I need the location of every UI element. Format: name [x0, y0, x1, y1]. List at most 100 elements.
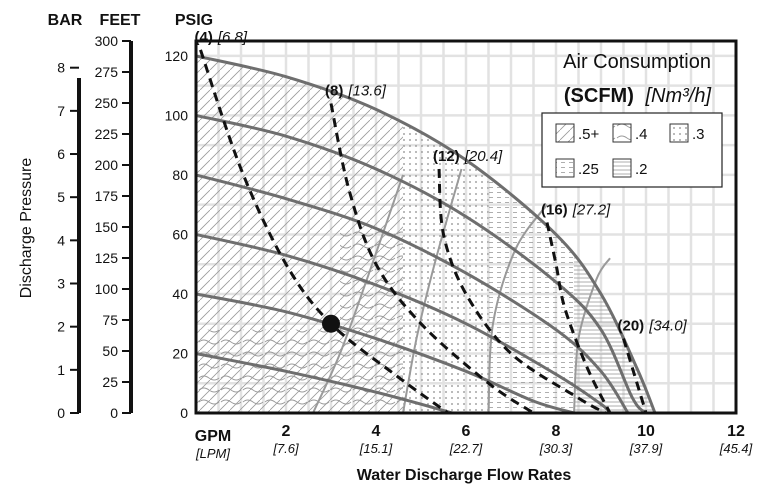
- feet-axis: 0 25 50 75 100 125 150 175 200 225 250 275 300: [95, 33, 133, 421]
- x-axis-label: Water Discharge Flow Rates: [357, 467, 572, 484]
- legend-label-0: .5+: [578, 126, 600, 143]
- feet-tick-label: 50: [102, 343, 118, 359]
- legend-label-4: .2: [635, 161, 648, 178]
- operating-point: [322, 314, 340, 333]
- x-tick-label: 4: [372, 423, 381, 440]
- legend-swatch-dash: [555, 158, 575, 178]
- psig-tick-label: 20: [172, 345, 188, 361]
- psig-tick-label: 120: [165, 48, 189, 64]
- feet-tick-label: 175: [95, 188, 119, 204]
- x-tick-label: 2: [282, 423, 291, 440]
- bar-tick-label: 2: [57, 319, 65, 335]
- x-tick-label-alt: [45.4]: [719, 441, 753, 456]
- air-curve-alt: [20.4]: [464, 148, 503, 165]
- feet-tick-label: 75: [102, 312, 118, 328]
- x-tick-label: 6: [462, 423, 471, 440]
- x-tick-label: 12: [727, 423, 745, 440]
- air-curve-alt: [6.8]: [217, 29, 248, 46]
- chart-subtitle: (SCFM) [Nm³/h]: [564, 85, 712, 107]
- feet-tick-label: 300: [95, 33, 119, 49]
- air-curve-label: (8) [13.6]: [325, 82, 387, 99]
- feet-tick-label: 225: [95, 126, 119, 142]
- legend-label-3: .25: [578, 161, 599, 178]
- psig-tick-label: 100: [165, 107, 189, 123]
- air-curve-alt: [27.2]: [572, 202, 611, 219]
- feet-tick-label: 0: [110, 405, 118, 421]
- x-tick-label-alt: [37.9]: [629, 441, 663, 456]
- chart-title: Air Consumption: [563, 51, 711, 73]
- air-curve-value: (16): [541, 202, 568, 219]
- legend-swatch-dots: [669, 123, 689, 143]
- feet-tick-label: 200: [95, 157, 119, 173]
- legend-swatch-wavy: [612, 123, 632, 143]
- air-consumption-curve: [329, 103, 535, 415]
- performance-curve: [195, 173, 630, 414]
- bar-axis: 0 1 2 3 4 5 6 7 8: [57, 60, 81, 421]
- region-wavy: [196, 329, 340, 413]
- x-tick-label-alt: [15.1]: [359, 441, 393, 456]
- plot-area: (4) [6.8] (8) [13.6] (12) [20.4] (16) [27.2] (20…: [165, 29, 738, 421]
- air-consumption-curve: [199, 49, 449, 415]
- x-tick-labels: 2[7.6] 4[15.1] 6[22.7] 8[30.3] 10[37.9] 12[45…: [272, 423, 752, 456]
- psig-tick-label: 40: [172, 286, 188, 302]
- y-axis-label: Discharge Pressure: [18, 158, 35, 299]
- air-curve-label: (4) [6.8]: [195, 29, 248, 46]
- bar-tick-label: 7: [57, 103, 65, 119]
- air-consumption-curve: [622, 338, 648, 414]
- legend: .5+ .4 .3 .25 .2: [541, 112, 723, 188]
- psig-tick-label: 0: [180, 405, 188, 421]
- feet-tick-label: 250: [95, 95, 119, 111]
- bar-tick-label: 0: [57, 405, 65, 421]
- bar-axis-header: BAR: [48, 12, 83, 29]
- performance-curve: [195, 232, 612, 415]
- x-tick-label: 8: [552, 423, 561, 440]
- feet-tick-label: 100: [95, 281, 119, 297]
- air-curve-label: (16) [27.2]: [541, 202, 611, 219]
- x-unit-label: GPM: [195, 428, 231, 445]
- subtitle-bold: (SCFM): [564, 85, 634, 107]
- subtitle-italic: [Nm³/h]: [644, 85, 711, 107]
- air-curve-value: (8): [325, 82, 343, 99]
- region-dash: [488, 55, 574, 413]
- psig-tick-label: 60: [172, 226, 188, 242]
- psig-axis-header: PSIG: [175, 12, 213, 29]
- air-consumption-curve: [437, 168, 607, 415]
- feet-axis-header: FEET: [100, 12, 141, 29]
- x-tick-label-alt: [22.7]: [449, 441, 483, 456]
- legend-label-1: .4: [635, 126, 648, 143]
- bar-tick-label: 6: [57, 146, 65, 162]
- air-consumption-curve: [545, 222, 612, 414]
- bar-tick-label: 1: [57, 362, 65, 378]
- air-curve-label: (12) [20.4]: [433, 148, 503, 165]
- region-wavy-mid: [340, 228, 403, 413]
- feet-tick-label: 25: [102, 374, 118, 390]
- psig-tick-label: 80: [172, 167, 188, 183]
- region-boundary-line: [312, 174, 404, 414]
- performance-curve: [195, 54, 657, 414]
- performance-curve: [195, 292, 575, 415]
- bar-tick-label: 5: [57, 189, 65, 205]
- x-tick-label-alt: [30.3]: [539, 441, 573, 456]
- legend-label-2: .3: [692, 126, 705, 143]
- air-curve-value: (12): [433, 148, 460, 165]
- x-unit-label-alt: [LPM]: [195, 446, 230, 461]
- legend-swatch-diagonal: [555, 123, 575, 143]
- legend-swatch-horizontal: [612, 158, 632, 178]
- feet-tick-label: 150: [95, 219, 119, 235]
- x-tick-label-alt: [7.6]: [272, 441, 299, 456]
- performance-curve: [195, 113, 648, 415]
- air-curve-alt: [34.0]: [648, 318, 687, 335]
- air-curve-label: (20) [34.0]: [618, 318, 688, 335]
- bar-tick-label: 3: [57, 276, 65, 292]
- feet-tick-label: 275: [95, 64, 119, 80]
- feet-tick-label: 125: [95, 250, 119, 266]
- air-curve-value: (20): [618, 318, 645, 335]
- bar-tick-label: 4: [57, 232, 65, 248]
- air-curve-alt: [13.6]: [347, 82, 386, 99]
- x-tick-label: 10: [637, 423, 655, 440]
- performance-curve: [195, 352, 453, 415]
- bar-tick-label: 8: [57, 60, 65, 76]
- plot-frame: [194, 39, 738, 415]
